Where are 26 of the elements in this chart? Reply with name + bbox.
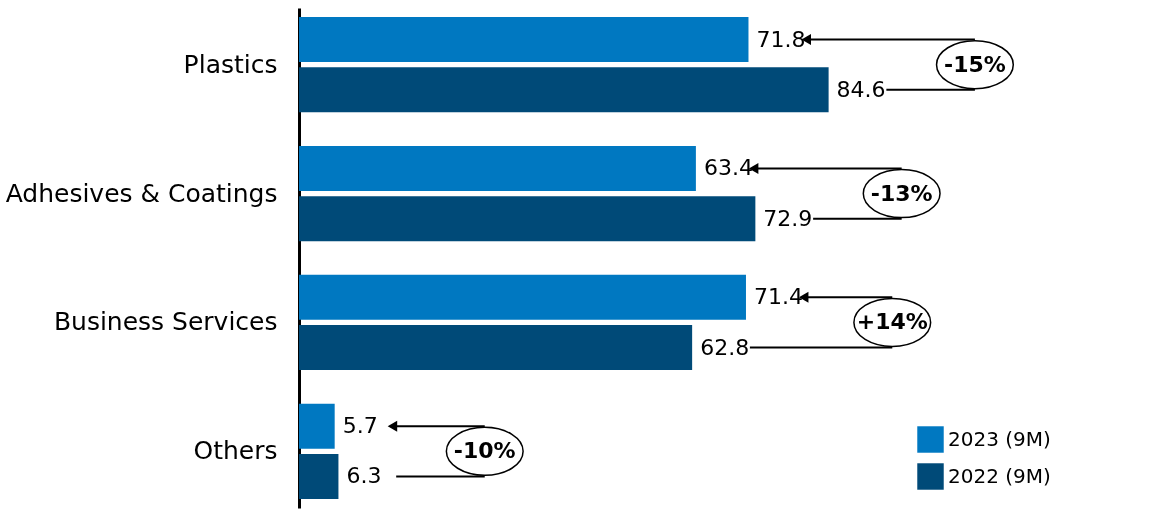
bar: [299, 196, 756, 242]
data-label: 71.4: [753, 284, 803, 310]
annotation: +14%: [856, 309, 928, 335]
legend-label: 2023 (9M): [948, 426, 1051, 451]
bar: [299, 325, 693, 371]
legend-label: 2022 (9M): [948, 463, 1051, 488]
bar: [299, 67, 829, 113]
data-label: 71.8: [756, 26, 806, 52]
data-label: 6.3: [346, 463, 382, 489]
data-label: 72.9: [763, 205, 813, 231]
y-tick-label: Others: [193, 436, 278, 466]
annotation: -10%: [453, 438, 516, 464]
annotation: -13%: [870, 180, 933, 206]
data-label: 84.6: [836, 76, 886, 102]
data-label: 62.8: [700, 334, 750, 360]
bar: [299, 145, 696, 191]
bar: [299, 453, 339, 499]
data-label: 5.7: [342, 413, 378, 439]
bar: [299, 403, 335, 449]
y-tick-label: Business Services: [53, 307, 278, 337]
y-tick-label: Plastics: [183, 49, 278, 79]
bar: [299, 17, 749, 63]
bar: [299, 274, 746, 320]
y-tick-label: Adhesives & Coatings: [5, 178, 278, 208]
data-label: 63.4: [703, 155, 753, 181]
annotation: -15%: [944, 51, 1006, 77]
